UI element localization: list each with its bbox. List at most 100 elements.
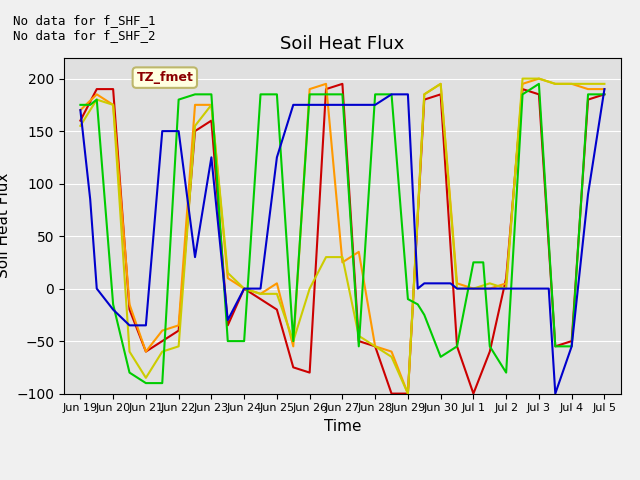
SHF4 xyxy=(77,102,84,108)
SHF4 xyxy=(191,92,199,97)
SHF1 xyxy=(142,348,150,354)
SHF2 xyxy=(159,328,166,334)
SHF5 xyxy=(453,286,461,291)
SHF1 xyxy=(322,86,330,92)
SHF5 xyxy=(414,286,422,291)
SHF1 xyxy=(257,296,264,302)
SHF1 xyxy=(175,328,182,334)
SHF2 xyxy=(109,102,117,108)
SHF2 xyxy=(600,86,608,92)
SHF3 xyxy=(175,344,182,349)
SHF3 xyxy=(535,76,543,82)
SHF4 xyxy=(257,92,264,97)
SHF4 xyxy=(159,380,166,386)
SHF5 xyxy=(518,286,526,291)
SHF2 xyxy=(552,81,559,87)
SHF4 xyxy=(552,344,559,349)
SHF5 xyxy=(207,155,215,160)
SHF4 xyxy=(568,344,575,349)
SHF4 xyxy=(479,260,487,265)
SHF5 xyxy=(142,323,150,328)
SHF2 xyxy=(339,260,346,265)
SHF4 xyxy=(142,380,150,386)
SHF1 xyxy=(486,348,493,354)
SHF2 xyxy=(191,102,199,108)
SHF1 xyxy=(273,307,281,312)
SHF4 xyxy=(93,97,100,103)
SHF2 xyxy=(502,280,510,286)
SHF3 xyxy=(77,123,84,129)
SHF1 xyxy=(224,323,232,328)
SHF3 xyxy=(486,280,493,286)
SHF2 xyxy=(404,391,412,396)
Line: SHF3: SHF3 xyxy=(81,79,604,394)
SHF1 xyxy=(568,338,575,344)
SHF3 xyxy=(502,286,510,291)
SHF3 xyxy=(568,81,575,87)
SHF4 xyxy=(502,370,510,375)
SHF2 xyxy=(77,107,84,113)
Text: TZ_fmet: TZ_fmet xyxy=(136,71,193,84)
SHF4 xyxy=(600,92,608,97)
SHF5 xyxy=(77,107,84,113)
SHF3 xyxy=(339,254,346,260)
SHF5 xyxy=(159,128,166,134)
SHF1 xyxy=(109,86,117,92)
SHF3 xyxy=(322,254,330,260)
SHF3 xyxy=(470,286,477,291)
SHF1 xyxy=(584,97,592,103)
SHF1 xyxy=(404,391,412,396)
SHF1 xyxy=(437,92,445,97)
SHF4 xyxy=(404,296,412,302)
SHF2 xyxy=(240,286,248,291)
SHF5 xyxy=(600,86,608,92)
SHF3 xyxy=(224,270,232,276)
SHF4 xyxy=(355,344,363,349)
SHF1 xyxy=(453,344,461,349)
Line: SHF5: SHF5 xyxy=(81,89,604,394)
SHF3 xyxy=(355,333,363,339)
SHF1 xyxy=(240,286,248,291)
SHF4 xyxy=(339,92,346,97)
SHF2 xyxy=(355,249,363,255)
SHF4 xyxy=(535,81,543,87)
SHF2 xyxy=(306,86,314,92)
SHF4 xyxy=(388,92,396,97)
SHF3 xyxy=(159,348,166,354)
SHF5 xyxy=(545,286,552,291)
SHF5 xyxy=(240,286,248,291)
SHF1 xyxy=(518,86,526,92)
SHF3 xyxy=(142,375,150,381)
SHF3 xyxy=(453,286,461,291)
SHF1 xyxy=(159,338,166,344)
SHF5 xyxy=(388,92,396,97)
Legend: SHF1, SHF2, SHF3, SHF4, SHF5: SHF1, SHF2, SHF3, SHF4, SHF5 xyxy=(77,474,608,480)
SHF5 xyxy=(322,102,330,108)
SHF4 xyxy=(109,301,117,307)
SHF4 xyxy=(175,97,182,103)
SHF2 xyxy=(568,81,575,87)
SHF1 xyxy=(502,275,510,281)
SHF3 xyxy=(437,81,445,87)
SHF5 xyxy=(552,391,559,396)
SHF3 xyxy=(518,76,526,82)
SHF5 xyxy=(535,286,543,291)
Line: SHF4: SHF4 xyxy=(81,84,604,383)
Text: No data for f_SHF_1
No data for f_SHF_2: No data for f_SHF_1 No data for f_SHF_2 xyxy=(13,14,156,42)
SHF1 xyxy=(339,81,346,87)
SHF2 xyxy=(388,348,396,354)
SHF2 xyxy=(207,102,215,108)
SHF4 xyxy=(125,370,133,375)
SHF1 xyxy=(125,307,133,312)
SHF4 xyxy=(86,102,94,108)
SHF1 xyxy=(371,344,379,349)
SHF2 xyxy=(486,286,493,291)
SHF5 xyxy=(224,317,232,323)
SHF5 xyxy=(404,92,412,97)
SHF1 xyxy=(93,86,100,92)
SHF5 xyxy=(568,344,575,349)
SHF3 xyxy=(125,348,133,354)
SHF2 xyxy=(142,348,150,354)
SHF4 xyxy=(414,301,422,307)
X-axis label: Time: Time xyxy=(324,419,361,434)
